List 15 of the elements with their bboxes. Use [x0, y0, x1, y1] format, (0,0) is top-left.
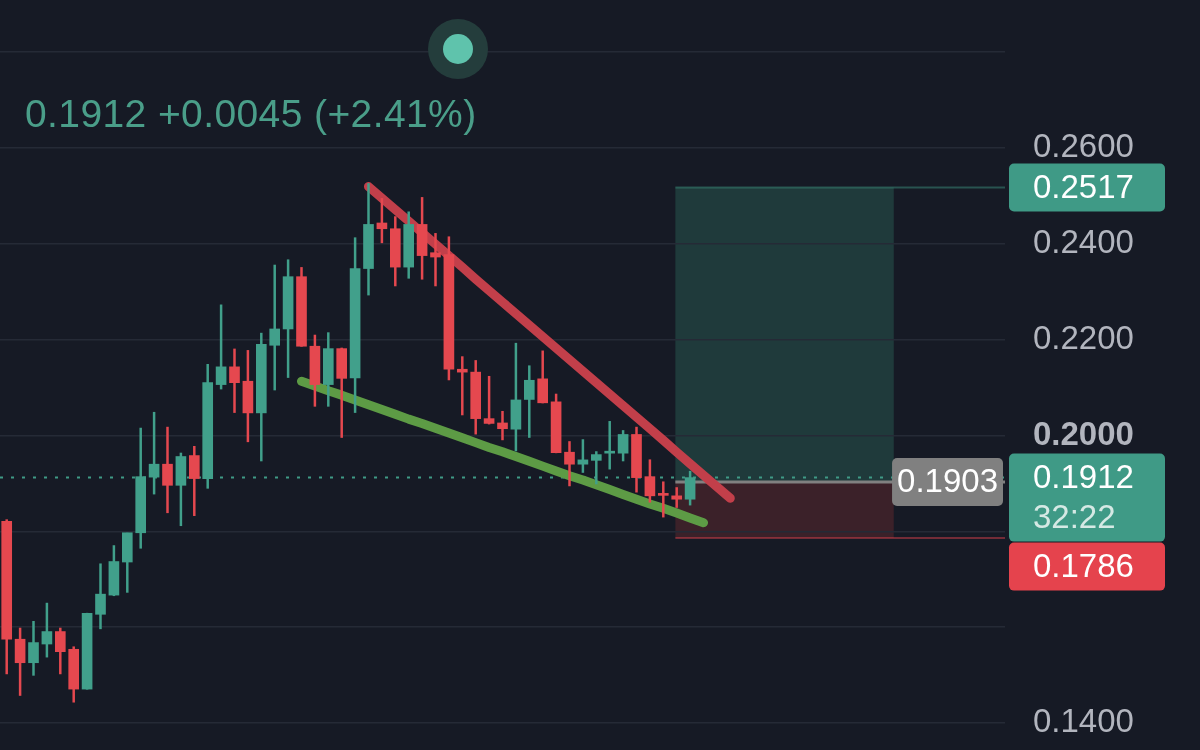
ref-line-label: 0.1903: [897, 462, 998, 500]
y-tick-label: 0.2200: [1033, 318, 1134, 356]
ref-line-label: 0.1786: [1033, 546, 1134, 584]
y-tick-label: 0.1400: [1033, 702, 1134, 740]
ref-line-label: 0.1912 32:22: [1033, 457, 1134, 535]
y-tick-label: 0.2000: [1033, 414, 1134, 452]
y-tick-label: 0.2400: [1033, 222, 1134, 260]
candlestick: [497, 410, 508, 441]
candlestick: [657, 481, 669, 518]
candlestick: [671, 487, 683, 508]
text: 0.1912 +0.0045 (+2.41%): [25, 92, 477, 137]
y-tick-label: 0.2600: [1033, 126, 1134, 164]
candlestick: [430, 233, 441, 287]
ref-line-label: 0.2517: [1033, 167, 1134, 205]
candlestick: [269, 264, 281, 391]
